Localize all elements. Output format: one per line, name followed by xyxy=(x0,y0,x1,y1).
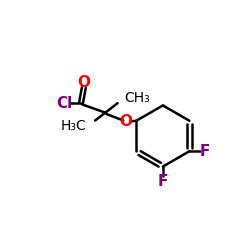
Text: H₃C: H₃C xyxy=(61,119,86,133)
Text: F: F xyxy=(200,144,210,159)
Text: O: O xyxy=(77,75,90,90)
Text: CH₃: CH₃ xyxy=(124,91,150,105)
Text: F: F xyxy=(158,174,168,190)
Text: O: O xyxy=(120,114,133,130)
Text: Cl: Cl xyxy=(56,96,72,111)
